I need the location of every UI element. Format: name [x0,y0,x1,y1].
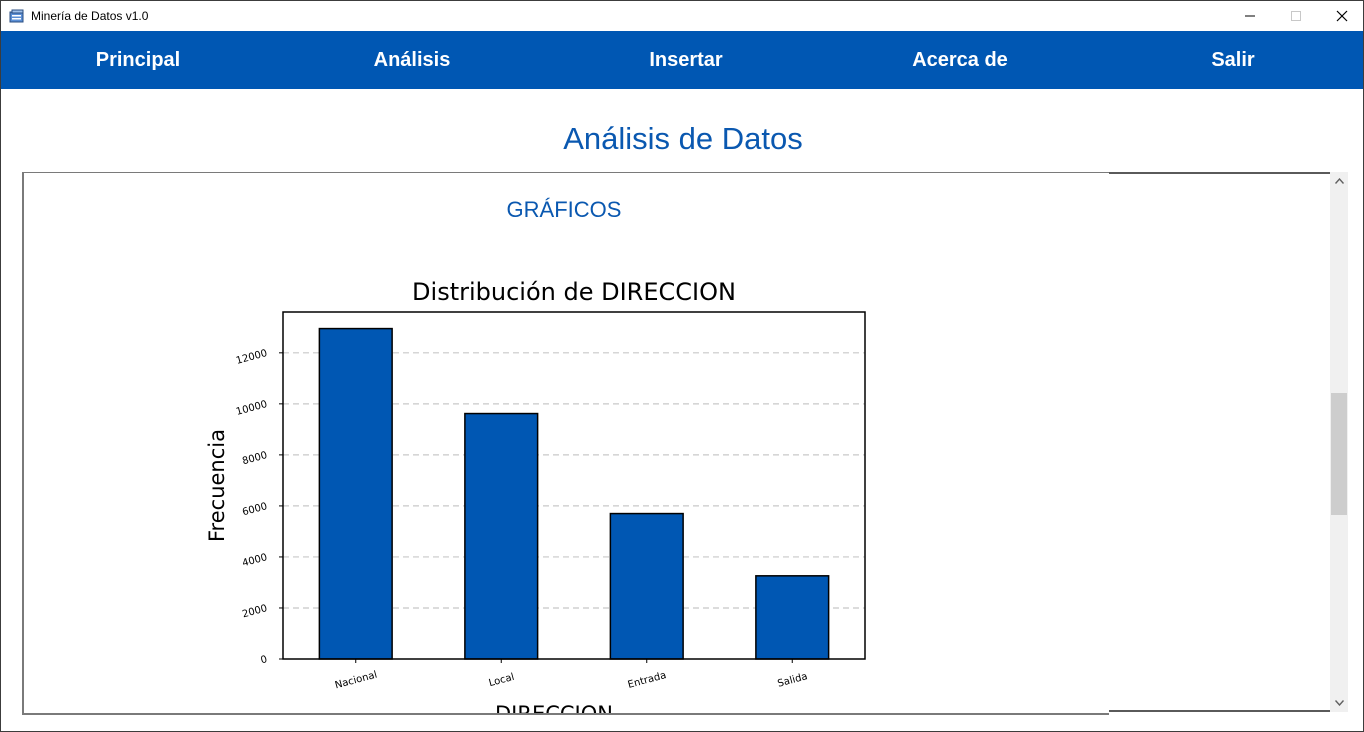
scrollbar-thumb[interactable] [1331,393,1347,515]
section-title: GRÁFICOS [506,197,622,222]
bar-entrada [609,512,684,660]
close-button[interactable] [1319,1,1363,31]
window-title: Minería de Datos v1.0 [31,9,149,23]
bar-local [464,412,539,660]
y-tick-label: 0 [260,654,269,666]
close-icon [1336,10,1348,22]
minimize-icon [1245,15,1255,17]
y-tick-label: 6000 [241,501,268,518]
chevron-down-icon [1334,700,1344,706]
y-tick-label: 2000 [241,603,268,620]
bar-chart: Nacional Local Entrada Salida 0 2000 4000 6000 8… [205,278,866,713]
maximize-icon [1291,11,1301,21]
x-tick-label: Local [488,672,516,689]
x-axis-label: DIRECCION [495,702,613,713]
y-tick-label: 4000 [241,552,268,569]
menu-analisis[interactable]: Análisis [373,48,451,71]
y-tick-label: 8000 [241,450,268,467]
main-menu: Principal Análisis Insertar Acerca de Sa… [1,31,1363,89]
scroll-up-button[interactable] [1330,172,1348,190]
menu-salir[interactable]: Salir [1211,48,1255,71]
minimize-button[interactable] [1227,1,1273,31]
y-tick-label: 12000 [235,348,269,367]
bar-salida [755,575,830,660]
vertical-scrollbar[interactable] [1330,172,1348,712]
x-tick-label: Salida [776,671,808,690]
x-tick-label: Entrada [627,670,668,691]
menu-acerca-de[interactable]: Acerca de [912,48,1008,71]
app-icon [9,9,24,23]
plot-frame [282,311,866,660]
bar-nacional [318,327,393,660]
y-tick-label: 10000 [235,399,269,418]
x-tick-label: Nacional [334,670,379,692]
menu-insertar[interactable]: Insertar [649,48,723,71]
title-bar: Minería de Datos v1.0 [1,1,1363,31]
chevron-up-icon [1334,178,1344,184]
page-title: Análisis de Datos [563,121,803,156]
maximize-button[interactable] [1273,1,1319,31]
frame-edge [1105,172,1330,712]
scrollable-content: GRÁFICOS Nacional Local Entrada Salida 0 2000… [22,172,1109,715]
menu-principal[interactable]: Principal [95,48,181,71]
chart-title: Distribución de DIRECCION [412,278,736,306]
scroll-down-button[interactable] [1330,694,1348,712]
y-axis-label: Frecuencia [205,429,229,542]
